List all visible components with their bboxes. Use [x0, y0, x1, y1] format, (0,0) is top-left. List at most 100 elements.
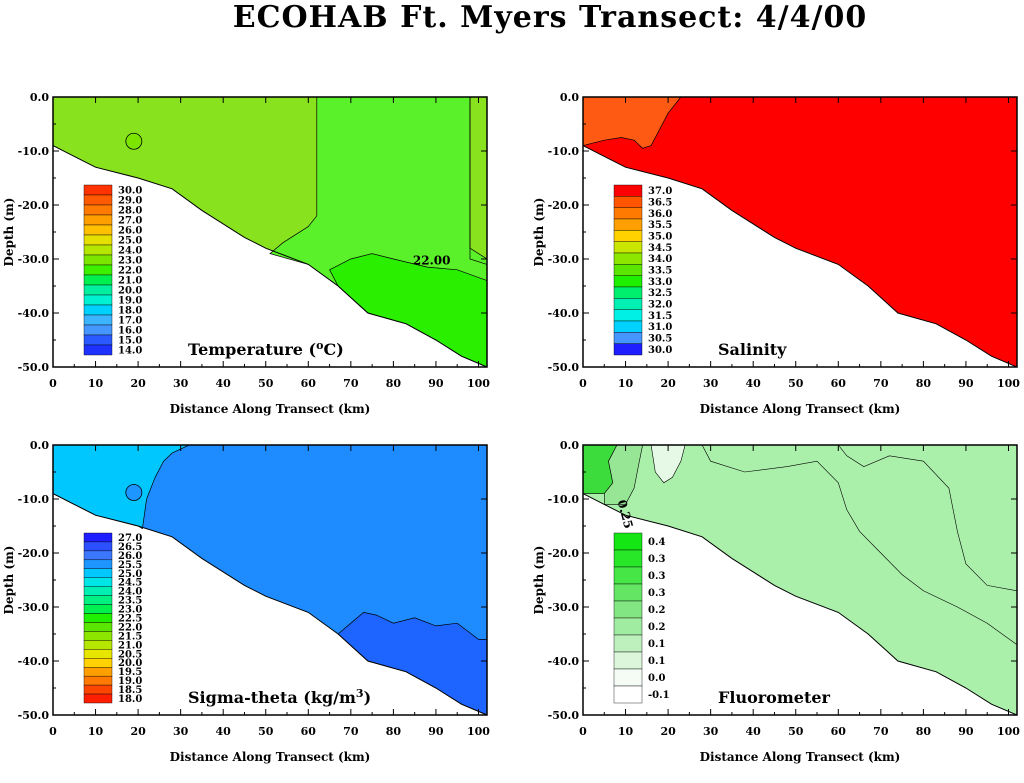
legend-label: 18.5	[118, 685, 142, 696]
panel-label: Sigma-theta (kg/m3)	[188, 687, 371, 708]
legend-label: 33.0	[648, 277, 672, 288]
y-tick-label: -20.0	[548, 547, 580, 560]
legend-label: 35.5	[648, 220, 672, 231]
legend-swatch	[613, 685, 643, 704]
legend-label: 25.0	[118, 236, 142, 247]
fluorescence-band	[604, 444, 643, 505]
seafloor-line	[52, 493, 488, 716]
legend-swatch	[613, 549, 643, 568]
legend-swatch	[83, 264, 113, 276]
legend-label: 30.5	[648, 334, 672, 345]
legend-label: 26.0	[118, 226, 142, 237]
legend-label: 21.0	[118, 640, 142, 651]
legend-label: 27.0	[118, 533, 142, 544]
x-axis-label: Distance Along Transect (km)	[700, 750, 901, 764]
panel-label-main: Sigma-theta (kg/m	[188, 688, 356, 707]
legend-label: 23.0	[118, 256, 142, 267]
legend-label: 23.0	[118, 605, 142, 616]
legend-label: 25.5	[118, 560, 142, 571]
panel-label-superscript: 3	[356, 687, 364, 700]
x-tick-label: 60	[301, 377, 317, 390]
legend-swatch	[613, 196, 643, 208]
legend-swatch	[613, 207, 643, 220]
x-tick-label: 30	[703, 377, 719, 390]
legend-label: 14.0	[118, 346, 142, 357]
legend-label: 27.0	[118, 216, 142, 227]
x-tick-label: 40	[746, 725, 762, 738]
x-tick-label: 20	[660, 377, 676, 390]
contour-line	[701, 444, 1018, 646]
x-tick-label: 30	[173, 725, 189, 738]
legend-swatch	[613, 184, 643, 197]
x-tick-label: 90	[958, 725, 974, 738]
legend-label: 30.0	[118, 186, 142, 197]
y-tick-label: 0.0	[560, 91, 579, 104]
legend-label: 0.3	[648, 588, 665, 599]
legend-swatch	[613, 264, 643, 276]
legend-swatch	[83, 254, 113, 266]
water-fill	[583, 445, 1017, 715]
legend-swatch	[83, 693, 113, 704]
legend-swatch	[83, 294, 113, 306]
legend-swatch	[83, 184, 113, 196]
legend-label: 0.0	[648, 673, 665, 684]
panel-label-main: Temperature (	[188, 340, 316, 359]
legend-swatch	[83, 304, 113, 316]
x-tick-label: 80	[386, 377, 402, 390]
legend-label: 24.0	[118, 587, 142, 598]
x-tick-label: 60	[301, 725, 317, 738]
legend-label: 20.0	[118, 658, 142, 669]
legend-swatch	[83, 344, 113, 356]
y-tick-label: -30.0	[18, 253, 50, 266]
x-tick-label: 100	[997, 725, 1020, 738]
legend-swatch	[613, 617, 643, 636]
y-tick-label: -20.0	[18, 547, 50, 560]
y-tick-label: -10.0	[548, 493, 580, 506]
legend-swatch	[83, 595, 113, 605]
x-tick-label: 60	[831, 725, 847, 738]
y-tick-label: 0.0	[30, 91, 49, 104]
y-axis-label: Depth (m)	[532, 546, 546, 615]
section-plot: 0 10 20 30 40 50 60 70 80 90 100 0.0 -10.0 -20.0 -30.0…	[532, 91, 1020, 416]
panel-label: Fluorometer	[718, 688, 831, 707]
legend-label: 0.1	[648, 639, 665, 650]
legend-swatch	[83, 204, 113, 216]
x-tick-label: 0	[49, 725, 57, 738]
legend-label: 0.4	[648, 537, 665, 548]
density-eddy	[125, 484, 143, 501]
legend-label: 16.0	[118, 326, 142, 337]
x-tick-label: 80	[916, 725, 932, 738]
legend-swatch	[83, 194, 113, 206]
x-tick-label: 40	[216, 725, 232, 738]
x-tick-label: 0	[579, 725, 587, 738]
legend-swatch	[83, 324, 113, 336]
legend-swatch	[613, 343, 643, 356]
section-plot: 0 10 20 30 40 50 60 70 80 90 100 0.0 -10.0 -20.0 -30.0…	[2, 439, 490, 764]
legend-swatch	[613, 275, 643, 288]
y-tick-label: -40.0	[548, 655, 580, 668]
y-tick-label: -50.0	[18, 709, 50, 722]
x-tick-label: 90	[428, 725, 444, 738]
x-tick-label: 40	[216, 377, 232, 390]
legend-label: 18.0	[118, 306, 142, 317]
legend-label: 20.5	[118, 649, 142, 660]
legend-swatch	[613, 241, 643, 254]
legend-swatch	[613, 252, 643, 265]
legend-swatch	[613, 320, 643, 333]
legend-swatch	[83, 658, 113, 668]
legend-swatch	[83, 613, 113, 623]
x-tick-label: 100	[467, 377, 490, 390]
legend-label: 24.0	[118, 246, 142, 257]
legend-label: 28.0	[118, 206, 142, 217]
legend-swatch	[613, 332, 643, 344]
legend-label: 22.5	[118, 614, 142, 625]
y-tick-label: -50.0	[548, 361, 580, 374]
legend-label: 0.2	[648, 605, 665, 616]
seafloor-line	[582, 493, 1018, 716]
x-tick-label: 90	[428, 377, 444, 390]
y-tick-label: -30.0	[548, 601, 580, 614]
low-salinity-region	[582, 96, 682, 149]
x-axis-label: Distance Along Transect (km)	[700, 402, 901, 416]
x-tick-label: 30	[173, 377, 189, 390]
legend-label: 37.0	[648, 186, 672, 197]
